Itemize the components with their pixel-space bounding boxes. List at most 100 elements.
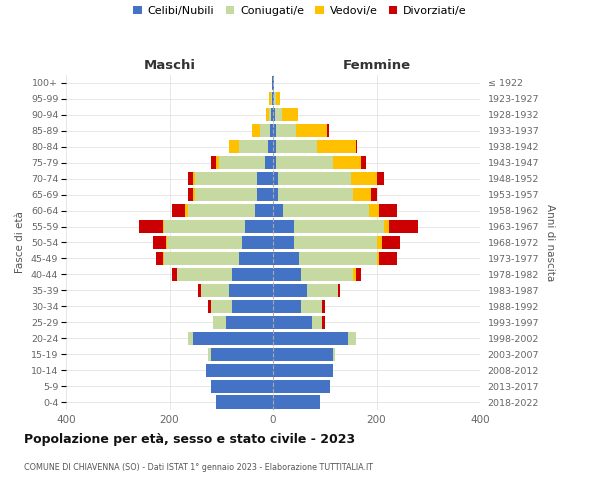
Y-axis label: Anni di nascita: Anni di nascita [545, 204, 555, 281]
Bar [166, 236, 167, 249]
Bar [317, 140, 356, 153]
Bar [377, 252, 379, 265]
Bar [229, 140, 239, 153]
Bar [245, 220, 273, 233]
Bar [328, 124, 329, 138]
Bar [196, 188, 257, 201]
Bar [211, 300, 232, 313]
Bar [273, 332, 348, 345]
Bar [275, 108, 283, 122]
Bar [253, 124, 260, 138]
Bar [164, 220, 245, 233]
Bar [239, 140, 268, 153]
Bar [322, 316, 325, 329]
Bar [257, 172, 273, 185]
Bar [353, 188, 371, 201]
Bar [269, 108, 271, 122]
Bar [177, 268, 232, 281]
Bar [268, 140, 273, 153]
Bar [273, 140, 275, 153]
Bar [271, 124, 273, 138]
Bar [163, 220, 164, 233]
Bar [269, 92, 271, 106]
Text: Femmine: Femmine [343, 60, 410, 72]
Bar [273, 236, 294, 249]
Bar [200, 284, 229, 297]
Bar [265, 156, 273, 170]
Bar [382, 236, 400, 249]
Bar [193, 172, 196, 185]
Bar [273, 92, 274, 106]
Bar [332, 156, 361, 170]
Text: Maschi: Maschi [143, 60, 196, 72]
Bar [294, 220, 384, 233]
Bar [164, 252, 239, 265]
Bar [278, 172, 350, 185]
Bar [271, 108, 273, 122]
Bar [273, 300, 301, 313]
Bar [275, 124, 296, 138]
Bar [275, 92, 280, 106]
Bar [278, 188, 353, 201]
Bar [273, 380, 330, 392]
Bar [273, 188, 278, 201]
Bar [271, 92, 272, 106]
Bar [294, 236, 377, 249]
Bar [379, 252, 397, 265]
Bar [226, 316, 273, 329]
Bar [232, 268, 273, 281]
Bar [232, 300, 273, 313]
Bar [196, 172, 257, 185]
Bar [273, 284, 307, 297]
Bar [377, 236, 382, 249]
Bar [167, 236, 242, 249]
Bar [338, 284, 340, 297]
Bar [218, 156, 265, 170]
Bar [322, 300, 325, 313]
Bar [216, 156, 218, 170]
Bar [155, 252, 163, 265]
Bar [239, 252, 273, 265]
Bar [301, 268, 353, 281]
Bar [208, 348, 211, 360]
Bar [273, 220, 294, 233]
Bar [296, 124, 328, 138]
Bar [273, 252, 299, 265]
Bar [389, 220, 418, 233]
Bar [188, 188, 193, 201]
Bar [307, 284, 338, 297]
Bar [273, 172, 278, 185]
Bar [371, 188, 377, 201]
Bar [257, 188, 273, 201]
Bar [312, 316, 322, 329]
Bar [275, 156, 332, 170]
Bar [163, 252, 164, 265]
Bar [193, 332, 273, 345]
Bar [353, 268, 356, 281]
Bar [185, 204, 188, 217]
Bar [188, 172, 193, 185]
Bar [361, 156, 366, 170]
Bar [273, 124, 275, 138]
Bar [273, 316, 312, 329]
Text: Popolazione per età, sesso e stato civile - 2023: Popolazione per età, sesso e stato civil… [24, 432, 355, 446]
Bar [384, 220, 389, 233]
Bar [356, 268, 361, 281]
Bar [299, 252, 377, 265]
Bar [255, 204, 273, 217]
Bar [273, 156, 275, 170]
Bar [273, 204, 283, 217]
Bar [172, 268, 177, 281]
Bar [377, 172, 384, 185]
Bar [198, 284, 200, 297]
Bar [266, 108, 269, 122]
Bar [242, 236, 273, 249]
Bar [350, 172, 377, 185]
Bar [275, 140, 317, 153]
Bar [283, 204, 369, 217]
Bar [206, 364, 273, 376]
Bar [216, 396, 273, 408]
Bar [356, 140, 358, 153]
Bar [273, 108, 275, 122]
Bar [153, 236, 166, 249]
